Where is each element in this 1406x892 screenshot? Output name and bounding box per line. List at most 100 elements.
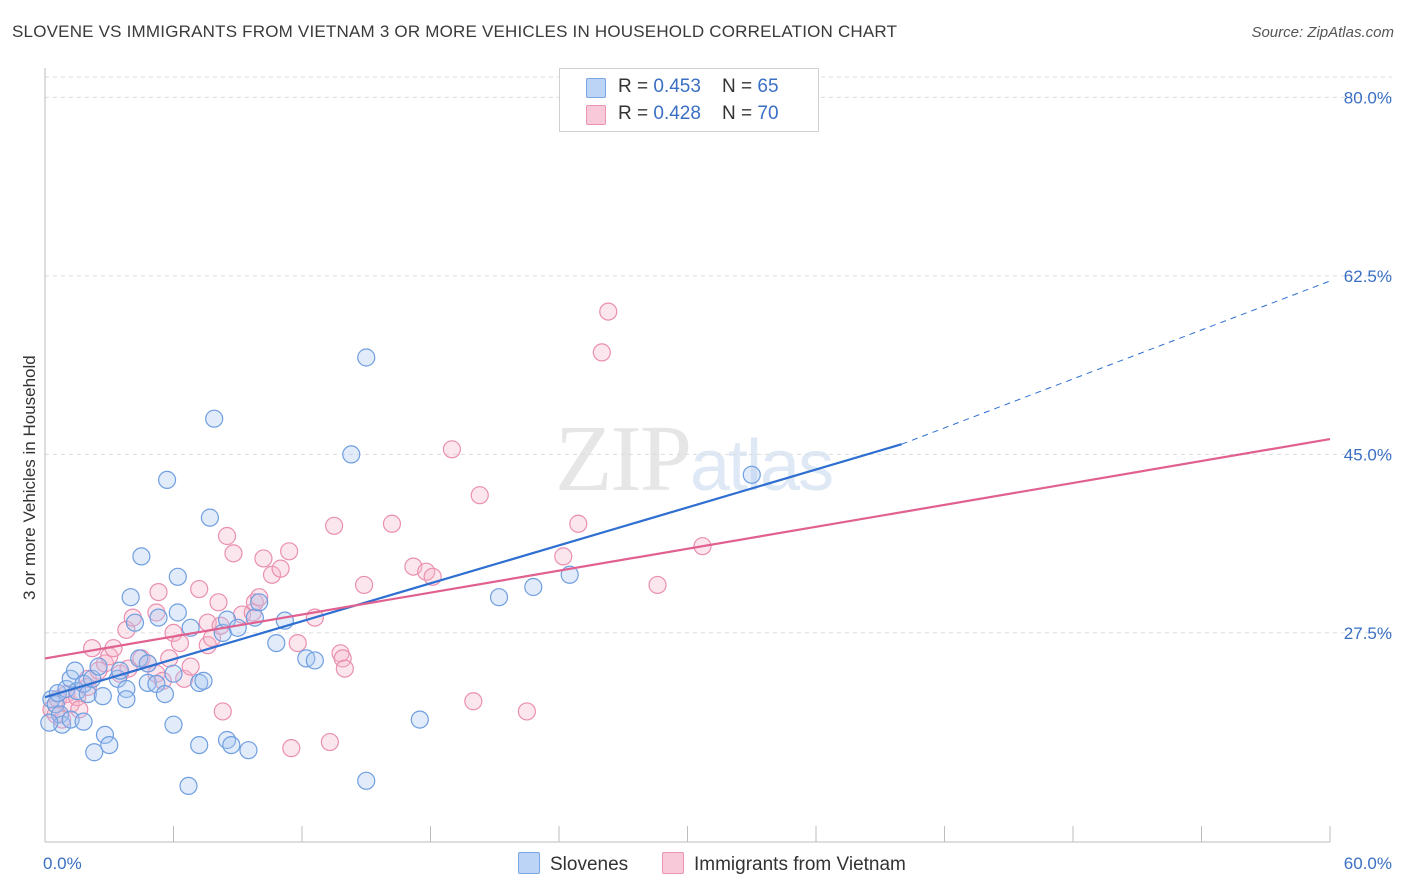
points-layer xyxy=(40,302,761,796)
point-vietnam xyxy=(382,514,402,533)
tick-labels: 27.5% 45.0% 62.5% 80.0% 0.0% 60.0% xyxy=(43,88,1392,873)
bottom-legend-vietnam: Immigrants from Vietnam xyxy=(662,852,906,876)
point-slovenes xyxy=(342,445,361,464)
legend-swatch-slovenes xyxy=(586,78,606,98)
x-tick-label: 60.0% xyxy=(1344,854,1392,873)
point-slovenes xyxy=(205,409,224,428)
point-vietnam xyxy=(288,633,307,653)
point-slovenes xyxy=(267,633,286,653)
point-vietnam xyxy=(213,702,232,721)
point-slovenes xyxy=(200,508,220,527)
point-vietnam xyxy=(271,559,290,578)
point-slovenes xyxy=(168,567,187,586)
point-slovenes xyxy=(149,608,168,627)
point-slovenes xyxy=(65,661,85,680)
point-slovenes xyxy=(95,725,115,745)
legend-r-value: 0.453 xyxy=(653,76,701,97)
point-vietnam xyxy=(554,547,573,566)
grid xyxy=(45,76,1392,634)
legend: R = 0.453 N = 65 R = 0.428 N = 70 xyxy=(559,68,819,132)
point-slovenes xyxy=(164,664,183,683)
point-slovenes xyxy=(357,348,376,367)
point-slovenes xyxy=(222,735,241,755)
chart-title: SLOVENE VS IMMIGRANTS FROM VIETNAM 3 OR … xyxy=(12,22,898,41)
trend-line-slovenes xyxy=(44,443,902,699)
watermark-zip: ZIP xyxy=(555,407,692,511)
point-slovenes xyxy=(357,771,376,790)
point-slovenes xyxy=(524,577,543,597)
y-tick-label: 80.0% xyxy=(1344,88,1392,107)
legend-r-value: 0.428 xyxy=(653,103,701,124)
point-vietnam xyxy=(442,440,462,459)
point-vietnam xyxy=(250,588,269,607)
point-slovenes xyxy=(85,743,104,762)
point-slovenes xyxy=(40,713,59,732)
point-slovenes xyxy=(74,712,93,731)
watermark-atlas: atlas xyxy=(690,426,834,506)
point-vietnam xyxy=(355,575,374,595)
legend-n-label: N = xyxy=(722,103,758,124)
point-slovenes xyxy=(117,690,136,709)
bottom-legend-label-slovenes: Slovenes xyxy=(550,854,629,875)
point-slovenes xyxy=(125,613,145,632)
point-slovenes xyxy=(228,618,247,637)
watermark: ZIPatlas xyxy=(555,405,834,513)
legend-r-label: R = xyxy=(618,103,654,124)
bottom-legend-swatch-slovenes xyxy=(518,852,540,874)
point-vietnam xyxy=(254,549,273,568)
point-vietnam xyxy=(325,516,344,535)
point-vietnam xyxy=(592,343,611,362)
point-slovenes xyxy=(93,687,112,706)
legend-r-label: R = xyxy=(618,76,654,97)
bottom-legend-swatch-vietnam xyxy=(662,852,684,874)
legend-n-label: N = xyxy=(722,76,758,97)
y-tick-label: 62.5% xyxy=(1344,267,1392,286)
point-vietnam xyxy=(282,739,301,758)
point-vietnam xyxy=(464,692,483,711)
point-slovenes xyxy=(250,593,269,612)
point-slovenes xyxy=(121,588,140,607)
legend-swatch-vietnam xyxy=(586,105,606,125)
axes xyxy=(44,68,1331,843)
point-slovenes xyxy=(164,715,183,734)
point-slovenes xyxy=(100,735,119,755)
source-label: Source: ZipAtlas.com xyxy=(1251,24,1394,41)
point-slovenes xyxy=(78,684,97,704)
x-tick-label: 0.0% xyxy=(43,854,82,873)
point-slovenes xyxy=(410,710,429,729)
point-vietnam xyxy=(209,593,228,612)
trend-lines xyxy=(44,280,1331,699)
point-vietnam xyxy=(320,732,339,752)
y-tick-label: 45.0% xyxy=(1344,445,1392,464)
point-vietnam xyxy=(470,486,489,505)
point-vietnam xyxy=(181,657,200,676)
trend-line-slovenes-extension xyxy=(901,280,1331,445)
point-vietnam xyxy=(217,526,237,546)
point-vietnam xyxy=(599,302,618,321)
point-slovenes xyxy=(132,547,151,566)
point-slovenes xyxy=(157,470,177,489)
point-vietnam xyxy=(224,544,243,563)
point-slovenes xyxy=(89,657,108,676)
point-slovenes xyxy=(155,684,175,704)
trend-line-vietnam xyxy=(44,438,1331,660)
bottom-legend-slovenes: Slovenes xyxy=(518,852,628,876)
point-slovenes xyxy=(742,465,761,484)
point-slovenes xyxy=(489,588,509,607)
point-vietnam xyxy=(190,579,209,599)
point-slovenes xyxy=(46,695,65,714)
legend-n-value: 65 xyxy=(757,76,779,97)
point-slovenes xyxy=(130,649,149,668)
point-vietnam xyxy=(335,659,354,678)
point-vietnam xyxy=(280,542,299,561)
point-slovenes xyxy=(179,776,198,796)
point-vietnam xyxy=(517,702,536,721)
point-slovenes xyxy=(190,735,209,755)
point-vietnam xyxy=(569,514,588,533)
point-vietnam xyxy=(83,639,102,658)
point-slovenes xyxy=(239,741,258,760)
point-slovenes xyxy=(305,651,324,670)
point-vietnam xyxy=(648,575,667,595)
y-tick-label: 27.5% xyxy=(1344,624,1392,643)
